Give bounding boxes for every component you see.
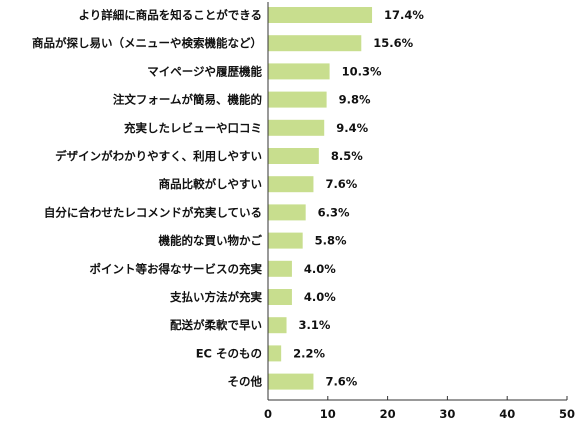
- category-label: 注文フォームが簡易、機能的: [113, 93, 262, 107]
- category-label: 配送が柔軟で早い: [170, 318, 262, 332]
- value-label: 15.6%: [373, 36, 413, 50]
- value-label: 10.3%: [342, 64, 382, 78]
- bar: [268, 176, 314, 193]
- bar: [268, 204, 306, 221]
- value-label: 7.6%: [325, 177, 357, 191]
- value-label: 9.4%: [336, 121, 368, 135]
- x-tick-label: 50: [559, 407, 575, 421]
- bar: [268, 7, 373, 23]
- category-label: その他: [228, 375, 263, 389]
- bar: [268, 345, 282, 362]
- value-labels: 17.4% 15.6% 10.3% 9.8% 9.4% 8.5% 7.6% 6.3% 5.8% 4…: [293, 8, 424, 389]
- bar: [268, 373, 314, 390]
- bar: [268, 317, 287, 334]
- category-label: 商品が探し易い（メニューや検索機能など）: [32, 36, 262, 50]
- bar: [268, 289, 292, 305]
- value-label: 6.3%: [318, 205, 350, 219]
- category-label: 商品比較がしやすい: [159, 177, 262, 191]
- bar: [268, 260, 292, 277]
- category-label: 支払い方法が充実: [169, 290, 262, 304]
- value-label: 8.5%: [331, 149, 363, 163]
- category-label: ポイント等お得なサービスの充実: [90, 262, 263, 276]
- category-label: マイページや履歴機能: [147, 64, 262, 78]
- category-label: より詳細に商品を知ることができる: [78, 8, 262, 22]
- bar: [268, 148, 319, 164]
- bars: [268, 7, 373, 390]
- bar: [268, 119, 325, 136]
- category-label: EC そのもの: [196, 346, 262, 360]
- bar: [268, 91, 327, 108]
- category-label: 自分に合わせたレコメンドが充実している: [44, 205, 262, 219]
- bar: [268, 232, 303, 249]
- category-label: 充実したレビューや口コミ: [124, 121, 262, 135]
- value-label: 17.4%: [384, 8, 424, 22]
- x-tick-label: 0: [264, 407, 272, 421]
- x-axis: 0 10 20 30 40 50: [264, 2, 575, 421]
- value-label: 3.1%: [299, 318, 331, 332]
- bar: [268, 35, 362, 52]
- value-label: 2.2%: [293, 346, 325, 360]
- value-label: 7.6%: [325, 375, 357, 389]
- category-label: 機能的な買い物かご: [159, 234, 263, 248]
- x-tick-label: 30: [439, 407, 455, 421]
- x-tick-label: 20: [380, 407, 396, 421]
- value-label: 4.0%: [304, 290, 336, 304]
- bar: [268, 63, 330, 80]
- category-label: デザインがわかりやすく、利用しやすい: [55, 149, 262, 163]
- x-tick-label: 40: [499, 407, 515, 421]
- value-label: 4.0%: [304, 262, 336, 276]
- value-label: 5.8%: [315, 234, 347, 248]
- x-tick-label: 10: [320, 407, 336, 421]
- value-label: 9.8%: [339, 93, 371, 107]
